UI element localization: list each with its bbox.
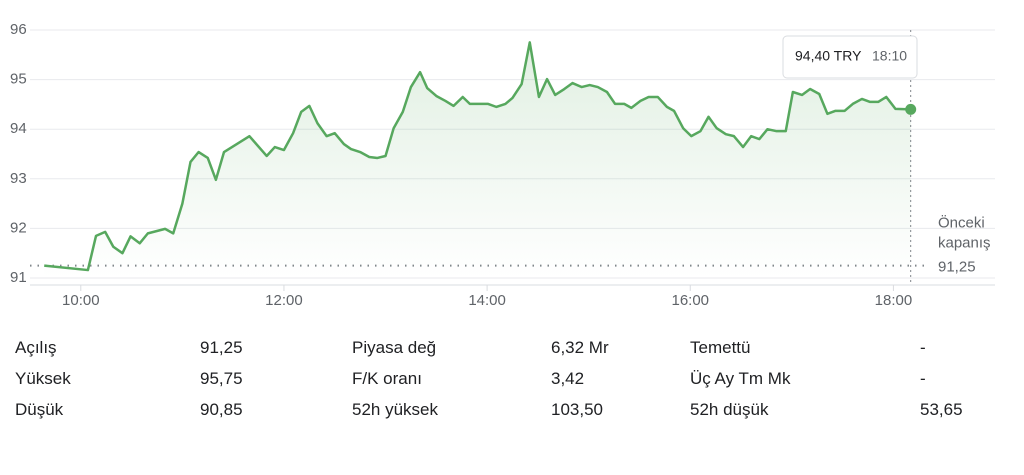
chart: 91 92 93 94 95 96 10:00 12:00 14:00 16:00 18:00 Önc…: [10, 21, 995, 309]
x-tick-label: 16:00: [671, 292, 709, 309]
stat-value: 53,65: [920, 400, 963, 419]
stat-label: F/K oranı: [352, 369, 422, 388]
y-tick-label: 95: [10, 71, 27, 88]
stat-label: Piyasa değ: [352, 338, 437, 357]
stat-value: -: [920, 338, 926, 357]
stat-label: Düşük: [15, 400, 64, 419]
stat-value: 103,50: [551, 400, 603, 419]
stat-label: Açılış: [15, 338, 57, 357]
x-tick-label: 14:00: [468, 292, 506, 309]
x-tick-label: 18:00: [875, 292, 913, 309]
stat-label: 52h yüksek: [352, 400, 438, 419]
stat-label: Temettü: [690, 338, 751, 357]
previous-close-value: 91,25: [938, 259, 976, 276]
stat-label: Üç Ay Tm Mk: [690, 369, 791, 388]
stat-value: 95,75: [200, 369, 243, 388]
tooltip-box: [782, 35, 918, 79]
area: [44, 42, 911, 279]
x-tick-label: 12:00: [265, 292, 303, 309]
stat-value: 6,32 Mr: [551, 338, 609, 357]
y-tick-label: 92: [10, 219, 27, 236]
stat-label: 52h düşük: [690, 400, 769, 419]
last-point: [905, 103, 917, 115]
y-tick-label: 96: [10, 21, 27, 38]
tooltip-price: 94,40 TRY: [795, 48, 862, 64]
stat-value: 91,25: [200, 338, 243, 357]
y-tick-label: 94: [10, 120, 27, 137]
stat-value: 90,85: [200, 400, 243, 419]
stat-value: 3,42: [551, 369, 585, 388]
price-line: [44, 41, 911, 272]
previous-close-title: Önceki: [938, 214, 985, 232]
previous-close-title: kapanış: [938, 235, 991, 252]
x-tick-label: 10:00: [62, 292, 100, 309]
stat-value: -: [920, 369, 926, 388]
y-tick-label: 91: [10, 269, 27, 286]
stat-label: Yüksek: [15, 369, 71, 388]
y-tick-label: 93: [10, 170, 27, 187]
tooltip-time: 18:10: [872, 48, 907, 64]
